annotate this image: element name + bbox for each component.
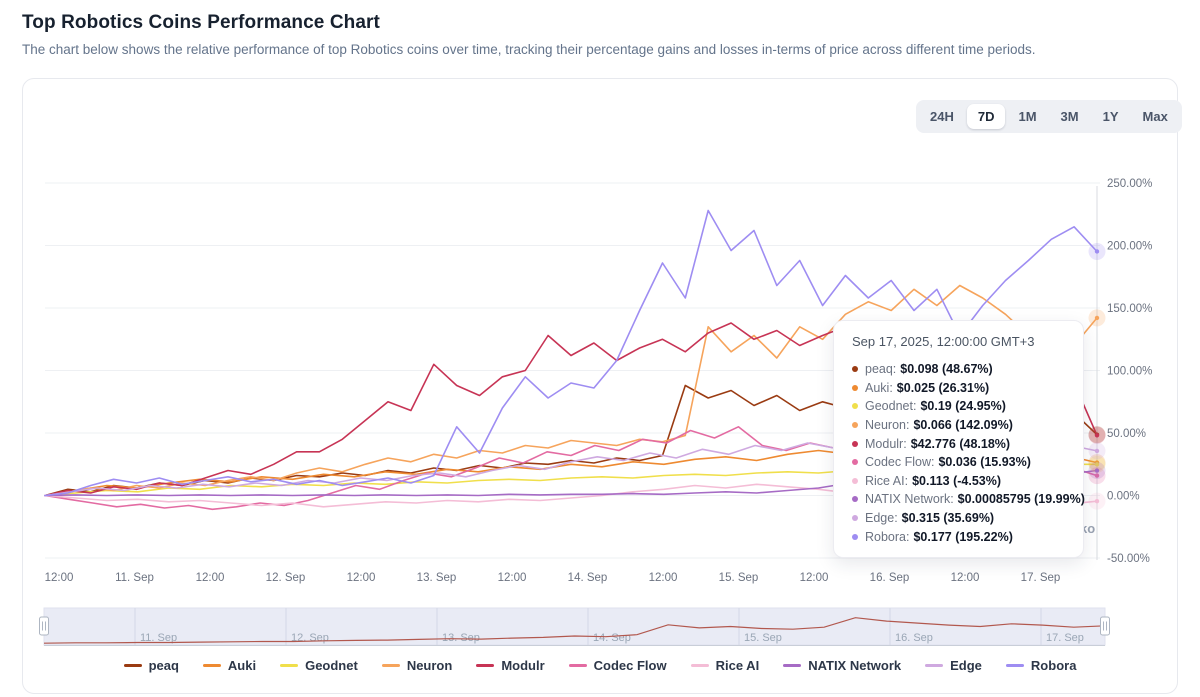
series-color-dot — [852, 403, 858, 410]
legend-swatch — [925, 664, 944, 667]
tooltip-series-value: $0.19 (24.95%) — [920, 399, 1006, 414]
legend-item-neuron[interactable]: Neuron — [381, 658, 453, 673]
legend-label: Codec Flow — [593, 658, 667, 673]
legend-label: Modulr — [501, 658, 545, 673]
legend-swatch — [476, 664, 495, 667]
tooltip-series-value: $0.113 (-4.53%) — [912, 473, 1002, 488]
tooltip-series-name: Neuron: — [865, 418, 910, 433]
range-button-1y[interactable]: 1Y — [1092, 104, 1130, 129]
tooltip-series-name: NATIX Network: — [865, 492, 954, 507]
tooltip-series-value: $0.315 (35.69%) — [901, 511, 995, 526]
legend-swatch — [783, 664, 802, 667]
legend-item-edge[interactable]: Edge — [925, 658, 982, 673]
legend-item-rice-ai[interactable]: Rice AI — [690, 658, 760, 673]
legend-swatch — [280, 664, 299, 667]
tooltip-series-value: $0.00085795 (19.99%) — [957, 492, 1085, 507]
tooltip-series-name: peaq: — [865, 362, 897, 377]
tooltip-series-value: $0.066 (142.09%) — [913, 418, 1013, 433]
legend-item-codec-flow[interactable]: Codec Flow — [568, 658, 667, 673]
page-subtitle: The chart below shows the relative perfo… — [22, 42, 1036, 57]
series-color-dot — [852, 440, 858, 447]
legend-label: Edge — [950, 658, 982, 673]
range-button-max[interactable]: Max — [1132, 104, 1179, 129]
tooltip-row-peaq: peaq: $0.098 (48.67%) — [852, 360, 1067, 379]
tooltip-row-natix-network: NATIX Network: $0.00085795 (19.99%) — [852, 490, 1085, 509]
legend-swatch — [1005, 664, 1024, 667]
tooltip-row-codec-flow: Codec Flow: $0.036 (15.93%) — [852, 453, 1067, 472]
chart-legend: peaq Auki Geodnet Neuron Modulr Codec Flow Ric… — [0, 658, 1200, 673]
tooltip-row-rice-ai: Rice AI: $0.113 (-4.53%) — [852, 472, 1067, 491]
series-color-dot — [852, 384, 858, 391]
tooltip-series-value: $0.177 (195.22%) — [913, 529, 1013, 544]
series-color-dot — [852, 459, 858, 466]
legend-swatch — [690, 664, 709, 667]
tooltip-series-name: Geodnet: — [865, 399, 917, 414]
tooltip-series-value: $0.025 (26.31%) — [896, 380, 990, 395]
legend-swatch — [202, 664, 221, 667]
tooltip-rows: peaq: $0.098 (48.67%) Auki: $0.025 (26.31%)… — [852, 360, 1085, 546]
tooltip-row-geodnet: Geodnet: $0.19 (24.95%) — [852, 397, 1067, 416]
series-color-dot — [852, 422, 858, 429]
page-title: Top Robotics Coins Performance Chart — [22, 12, 380, 33]
tooltip-row-modulr: Modulr: $42.776 (48.18%) — [852, 434, 1067, 453]
legend-label: Auki — [227, 658, 257, 673]
legend-item-robora[interactable]: Robora — [1005, 658, 1077, 673]
legend-item-geodnet[interactable]: Geodnet — [280, 658, 358, 673]
tooltip-series-name: Codec Flow: — [865, 455, 935, 470]
range-button-1m[interactable]: 1M — [1007, 104, 1047, 129]
series-color-dot — [852, 496, 858, 503]
range-button-24h[interactable]: 24H — [919, 104, 965, 129]
tooltip-series-value: $42.776 (48.18%) — [910, 436, 1011, 451]
series-color-dot — [852, 533, 858, 540]
legend-label: Geodnet — [305, 658, 358, 673]
tooltip-row-neuron: Neuron: $0.066 (142.09%) — [852, 416, 1067, 435]
legend-label: NATIX Network — [808, 658, 902, 673]
tooltip-series-name: Robora: — [865, 529, 910, 544]
series-color-dot — [852, 515, 858, 522]
tooltip-timestamp: Sep 17, 2025, 12:00:00 GMT+3 — [852, 334, 1035, 349]
range-button-7d[interactable]: 7D — [966, 104, 1006, 129]
legend-label: Neuron — [406, 658, 453, 673]
legend-item-peaq[interactable]: peaq — [123, 658, 179, 673]
chart-tooltip: Sep 17, 2025, 12:00:00 GMT+3 peaq: $0.098… — [833, 320, 1085, 558]
legend-item-modulr[interactable]: Modulr — [476, 658, 545, 673]
legend-label: Robora — [1030, 658, 1077, 673]
legend-label: Rice AI — [715, 658, 760, 673]
tooltip-series-name: Edge: — [865, 511, 898, 526]
legend-swatch — [568, 664, 587, 667]
tooltip-series-name: Modulr: — [865, 436, 907, 451]
tooltip-series-value: $0.036 (15.93%) — [938, 455, 1031, 470]
tooltip-row-auki: Auki: $0.025 (26.31%) — [852, 379, 1067, 398]
series-color-dot — [852, 477, 858, 484]
legend-item-natix-network[interactable]: NATIX Network — [783, 658, 901, 673]
legend-swatch — [123, 664, 142, 667]
legend-item-auki[interactable]: Auki — [202, 658, 257, 673]
time-range-selector: 24H 7D 1M 3M 1Y Max — [916, 100, 1182, 133]
tooltip-series-name: Auki: — [865, 380, 893, 395]
tooltip-row-edge: Edge: $0.315 (35.69%) — [852, 509, 1067, 528]
series-color-dot — [852, 366, 858, 373]
legend-swatch — [381, 664, 400, 667]
tooltip-series-value: $0.098 (48.67%) — [900, 362, 993, 377]
tooltip-row-robora: Robora: $0.177 (195.22%) — [852, 527, 1067, 546]
tooltip-series-name: Rice AI: — [865, 473, 909, 488]
range-button-3m[interactable]: 3M — [1050, 104, 1090, 129]
legend-label: peaq — [148, 658, 179, 673]
